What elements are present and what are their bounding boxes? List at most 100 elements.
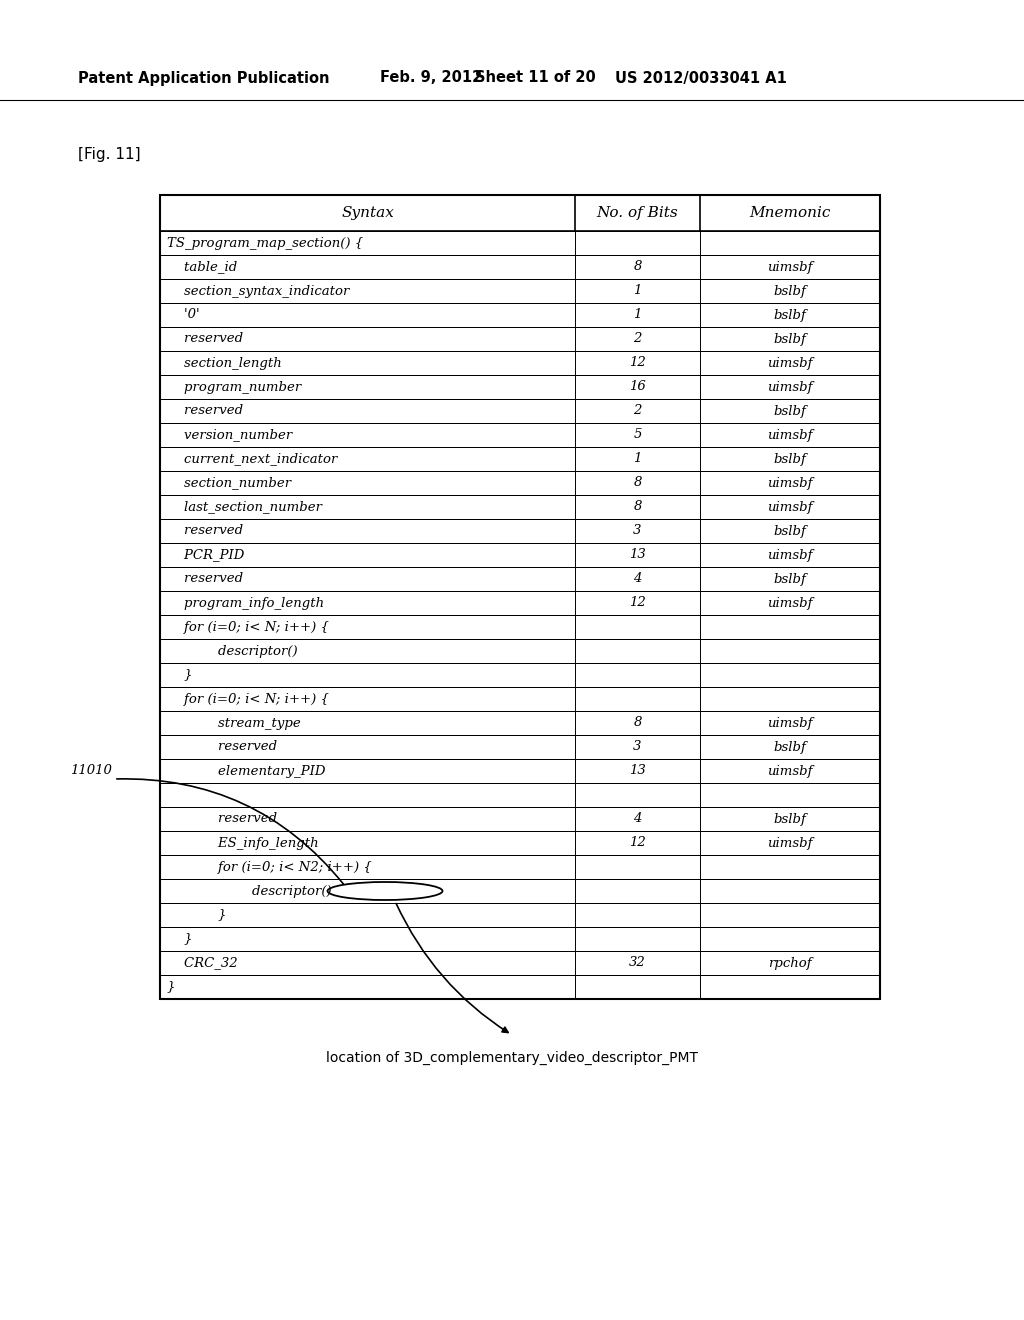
Text: last_section_number: last_section_number <box>167 500 322 513</box>
Text: 12: 12 <box>629 837 646 850</box>
Bar <box>160 399 880 422</box>
Bar <box>160 783 880 807</box>
Text: section_syntax_indicator: section_syntax_indicator <box>167 285 349 297</box>
Text: version_number: version_number <box>167 429 292 441</box>
Text: for (i=0; i< N; i++) {: for (i=0; i< N; i++) { <box>167 693 329 705</box>
Text: bslbf: bslbf <box>773 453 807 466</box>
Text: uimsbf: uimsbf <box>767 597 813 610</box>
Text: 2: 2 <box>633 333 642 346</box>
Text: 4: 4 <box>633 573 642 586</box>
Text: uimsbf: uimsbf <box>767 837 813 850</box>
Text: 8: 8 <box>633 500 642 513</box>
Text: [Fig. 11]: [Fig. 11] <box>78 148 140 162</box>
Bar <box>160 195 880 999</box>
Text: 12: 12 <box>629 356 646 370</box>
Text: uimsbf: uimsbf <box>767 717 813 730</box>
Text: 2: 2 <box>633 404 642 417</box>
Text: 13: 13 <box>629 764 646 777</box>
Bar <box>160 950 880 975</box>
Bar <box>160 351 880 375</box>
Bar <box>160 855 880 879</box>
Text: 13: 13 <box>629 549 646 561</box>
Text: 3: 3 <box>633 524 642 537</box>
Text: descriptor(): descriptor() <box>167 884 332 898</box>
Text: 11010: 11010 <box>70 764 112 777</box>
Text: }: } <box>167 908 226 921</box>
Text: uimsbf: uimsbf <box>767 549 813 561</box>
Text: stream_type: stream_type <box>167 717 301 730</box>
Bar <box>160 735 880 759</box>
Text: uimsbf: uimsbf <box>767 764 813 777</box>
Text: reserved: reserved <box>167 333 243 346</box>
Text: PCR_PID: PCR_PID <box>167 549 245 561</box>
Text: 16: 16 <box>629 380 646 393</box>
Text: uimsbf: uimsbf <box>767 260 813 273</box>
Bar <box>160 568 880 591</box>
Text: 8: 8 <box>633 260 642 273</box>
Text: 32: 32 <box>629 957 646 969</box>
Bar <box>160 255 880 279</box>
FancyArrowPatch shape <box>396 903 508 1032</box>
Bar <box>160 975 880 999</box>
Text: bslbf: bslbf <box>773 309 807 322</box>
Text: reserved: reserved <box>167 813 278 825</box>
Bar <box>160 759 880 783</box>
Text: 3: 3 <box>633 741 642 754</box>
Bar <box>160 615 880 639</box>
Bar <box>160 279 880 304</box>
Bar <box>160 495 880 519</box>
Text: bslbf: bslbf <box>773 285 807 297</box>
Text: location of 3D_complementary_video_descriptor_PMT: location of 3D_complementary_video_descr… <box>326 1051 698 1065</box>
Text: 1: 1 <box>633 453 642 466</box>
Text: bslbf: bslbf <box>773 524 807 537</box>
Text: }: } <box>167 932 193 945</box>
Text: CRC_32: CRC_32 <box>167 957 238 969</box>
Text: No. of Bits: No. of Bits <box>597 206 678 220</box>
Bar <box>160 879 880 903</box>
Bar <box>160 591 880 615</box>
Text: reserved: reserved <box>167 741 278 754</box>
Text: uimsbf: uimsbf <box>767 429 813 441</box>
Text: '0': '0' <box>167 309 200 322</box>
Text: reserved: reserved <box>167 404 243 417</box>
Text: reserved: reserved <box>167 573 243 586</box>
Text: section_number: section_number <box>167 477 291 490</box>
Text: 12: 12 <box>629 597 646 610</box>
Text: program_info_length: program_info_length <box>167 597 325 610</box>
Text: Syntax: Syntax <box>341 206 394 220</box>
Bar <box>160 375 880 399</box>
Bar <box>160 663 880 686</box>
Bar <box>160 471 880 495</box>
Text: descriptor(): descriptor() <box>167 644 298 657</box>
Text: Feb. 9, 2012: Feb. 9, 2012 <box>380 70 482 86</box>
Text: table_id: table_id <box>167 260 238 273</box>
Text: bslbf: bslbf <box>773 333 807 346</box>
Text: rpchof: rpchof <box>768 957 812 969</box>
Text: for (i=0; i< N; i++) {: for (i=0; i< N; i++) { <box>167 620 329 634</box>
Bar <box>160 519 880 543</box>
Text: for (i=0; i< N2; i++) {: for (i=0; i< N2; i++) { <box>167 861 372 874</box>
Text: 4: 4 <box>633 813 642 825</box>
Bar <box>160 327 880 351</box>
Text: 8: 8 <box>633 477 642 490</box>
Text: Sheet 11 of 20: Sheet 11 of 20 <box>475 70 596 86</box>
Bar <box>160 543 880 568</box>
Bar <box>160 422 880 447</box>
Text: section_length: section_length <box>167 356 282 370</box>
Text: program_number: program_number <box>167 380 301 393</box>
Text: current_next_indicator: current_next_indicator <box>167 453 337 466</box>
Text: bslbf: bslbf <box>773 741 807 754</box>
FancyArrowPatch shape <box>117 779 343 884</box>
Bar <box>160 231 880 255</box>
Bar <box>160 832 880 855</box>
Bar <box>160 927 880 950</box>
Bar <box>160 639 880 663</box>
Text: uimsbf: uimsbf <box>767 477 813 490</box>
Text: ES_info_length: ES_info_length <box>167 837 318 850</box>
Text: 8: 8 <box>633 717 642 730</box>
Text: bslbf: bslbf <box>773 813 807 825</box>
Text: Patent Application Publication: Patent Application Publication <box>78 70 330 86</box>
Text: TS_program_map_section() {: TS_program_map_section() { <box>167 236 364 249</box>
Bar <box>160 304 880 327</box>
Text: uimsbf: uimsbf <box>767 356 813 370</box>
